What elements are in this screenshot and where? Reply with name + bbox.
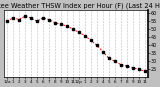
Title: Milwaukee Weather THSW Index per Hour (F) (Last 24 Hours): Milwaukee Weather THSW Index per Hour (F… — [0, 3, 160, 9]
